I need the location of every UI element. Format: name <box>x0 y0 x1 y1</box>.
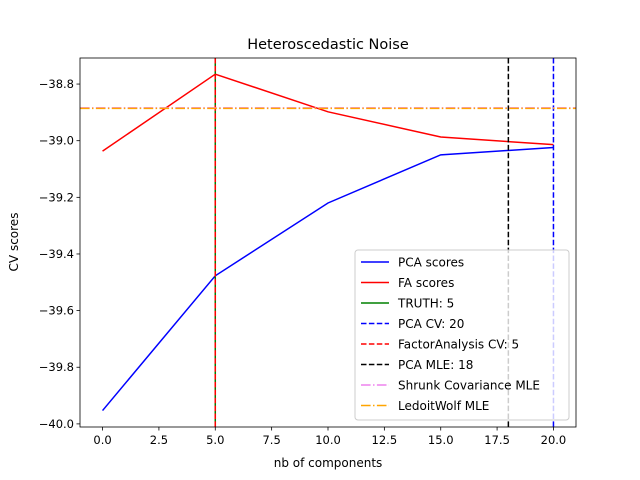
plot-area <box>80 58 576 427</box>
legend-label: FactorAnalysis CV: 5 <box>398 338 519 352</box>
legend-label: PCA scores <box>398 256 464 270</box>
x-tick-label: 5.0 <box>206 433 224 447</box>
x-tick-label: 15.0 <box>428 433 454 447</box>
y-tick-label: −39.2 <box>39 190 74 204</box>
legend-frame <box>354 249 570 421</box>
y-tick-label: −39.6 <box>39 304 74 318</box>
series-line-1 <box>102 73 554 152</box>
series-line-0 <box>101 146 554 412</box>
x-tick-label: 0.0 <box>93 433 111 447</box>
x-tick-label: 17.5 <box>484 433 510 447</box>
legend-label: Shrunk Covariance MLE <box>398 379 540 393</box>
x-tick-label: 7.5 <box>262 433 280 447</box>
x-tick-label: 20.0 <box>541 433 567 447</box>
legend-label: PCA MLE: 18 <box>398 358 473 372</box>
x-tick-label: 10.0 <box>315 433 341 447</box>
y-axis-label: CV scores <box>7 213 21 272</box>
y-tick-label: −38.8 <box>39 77 74 91</box>
legend-label: PCA CV: 20 <box>398 317 464 331</box>
legend-label: LedoitWolf MLE <box>398 399 489 413</box>
y-tick-label: −39.0 <box>39 134 74 148</box>
x-axis-label: nb of components <box>274 456 383 470</box>
y-tick-label: −39.8 <box>39 360 74 374</box>
legend: PCA scores FA scores TRUTH: 5 PCA CV: 20 Fac… <box>354 249 570 421</box>
legend-label: FA scores <box>398 276 454 290</box>
y-tick-label: −40.0 <box>39 417 74 431</box>
x-tick-label: 2.5 <box>150 433 168 447</box>
y-tick-label: −39.4 <box>39 247 74 261</box>
legend-label: TRUTH: 5 <box>397 297 454 311</box>
chart-title: Heteroscedastic Noise <box>247 37 409 53</box>
x-tick-label: 12.5 <box>372 433 398 447</box>
